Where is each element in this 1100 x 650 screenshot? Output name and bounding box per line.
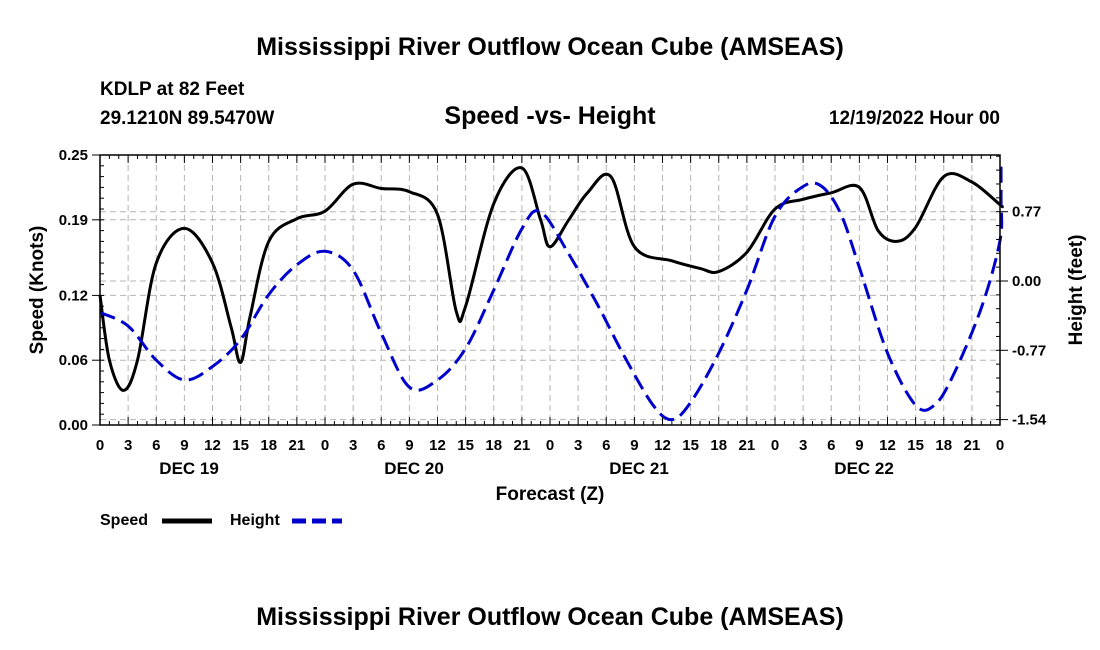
x-tick-label: 15 xyxy=(457,437,474,454)
x-tick-label: 0 xyxy=(321,437,329,454)
y-left-tick-label: 0.19 xyxy=(59,212,88,229)
y-axis-label-left: Speed (Knots) xyxy=(27,226,48,355)
x-tick-label: 15 xyxy=(682,437,699,454)
x-tick-label: 3 xyxy=(574,437,582,454)
x-tick-label: 3 xyxy=(799,437,807,454)
day-label: DEC 21 xyxy=(609,459,669,478)
x-tick-label: 12 xyxy=(879,437,896,454)
x-tick-label: 9 xyxy=(405,437,413,454)
y-right-tick-label: -1.54 xyxy=(1012,412,1047,429)
x-tick-label: 21 xyxy=(289,437,306,454)
x-tick-label: 0 xyxy=(771,437,779,454)
x-tick-label: 6 xyxy=(827,437,835,454)
x-tick-label: 9 xyxy=(180,437,188,454)
x-tick-label: 21 xyxy=(514,437,531,454)
x-tick-label: 3 xyxy=(124,437,132,454)
x-tick-label: 12 xyxy=(429,437,446,454)
x-tick-label: 21 xyxy=(964,437,981,454)
legend-label-speed: Speed xyxy=(100,512,148,529)
x-tick-label: 21 xyxy=(739,437,756,454)
series-layer xyxy=(98,162,1004,422)
x-tick-label: 6 xyxy=(377,437,385,454)
y-left-tick-label: 0.12 xyxy=(59,287,88,304)
chart-title: Mississippi River Outflow Ocean Cube (AM… xyxy=(256,33,844,61)
x-tick-label: 3 xyxy=(349,437,357,454)
axis-ticks: 0 3 6 9 12 15 18 21 0 3 6 9 12 15 18 21 0 3 6 9 12 15 18 21 0 3 6 9… xyxy=(59,147,1047,478)
x-tick-label: 18 xyxy=(710,437,727,454)
x-tick-label: 15 xyxy=(907,437,924,454)
chart-subtitle: Speed -vs- Height xyxy=(444,102,656,130)
x-axis-label: Forecast (Z) xyxy=(496,484,605,505)
x-tick-label: 9 xyxy=(630,437,638,454)
y-left-tick-label: 0.06 xyxy=(59,352,88,369)
series-line-speed xyxy=(98,166,1004,392)
run-time-label: 12/19/2022 Hour 00 xyxy=(829,108,1000,129)
x-tick-label: 0 xyxy=(996,437,1004,454)
legend: Speed Height xyxy=(100,512,342,529)
y-right-tick-label: -0.77 xyxy=(1012,342,1046,359)
y-right-tick-label: 0.77 xyxy=(1012,204,1041,221)
x-tick-label: 9 xyxy=(855,437,863,454)
x-tick-label: 0 xyxy=(96,437,104,454)
x-tick-label: 0 xyxy=(546,437,554,454)
x-tick-label: 12 xyxy=(654,437,671,454)
x-tick-label: 6 xyxy=(602,437,610,454)
y-right-tick-label: 0.00 xyxy=(1012,273,1041,290)
y-left-tick-label: 0.25 xyxy=(59,147,88,164)
x-tick-label: 18 xyxy=(260,437,277,454)
day-label: DEC 19 xyxy=(159,459,219,478)
legend-label-height: Height xyxy=(230,512,280,529)
location-label: 29.1210N 89.5470W xyxy=(100,108,274,129)
x-tick-label: 12 xyxy=(204,437,221,454)
day-label: DEC 22 xyxy=(834,459,894,478)
day-label: DEC 20 xyxy=(384,459,444,478)
x-tick-label: 6 xyxy=(152,437,160,454)
x-tick-label: 18 xyxy=(485,437,502,454)
footer-title: Mississippi River Outflow Ocean Cube (AM… xyxy=(256,603,844,631)
x-tick-label: 15 xyxy=(232,437,249,454)
series-line-height xyxy=(99,162,1004,422)
station-label: KDLP at 82 Feet xyxy=(100,79,245,100)
x-tick-label: 18 xyxy=(935,437,952,454)
y-left-tick-label: 0.00 xyxy=(59,417,88,434)
y-axis-label-right: Height (feet) xyxy=(1066,235,1087,346)
